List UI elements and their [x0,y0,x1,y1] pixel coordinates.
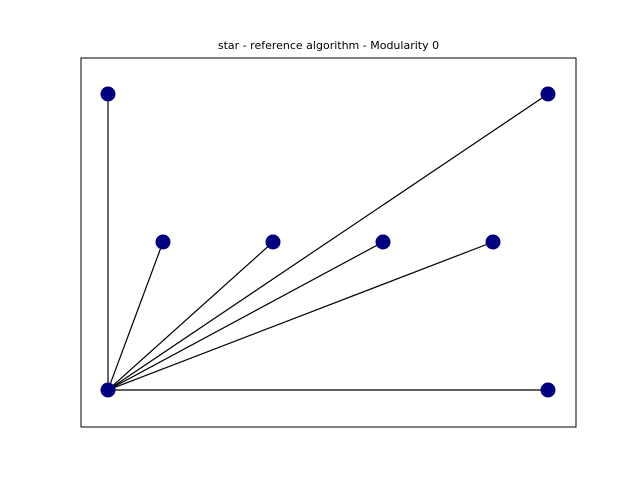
nodes [100,86,556,398]
edge [107,241,384,391]
node [100,382,116,398]
edge [107,241,274,391]
edge [107,241,164,391]
title: star - reference algorithm - Modularity … [218,39,439,52]
frame [80,57,577,428]
node [540,86,556,102]
node [375,234,391,250]
edges [107,93,549,391]
node [485,234,501,250]
edge [107,241,494,391]
edge [107,93,549,391]
node [540,382,556,398]
node [155,234,171,250]
node [265,234,281,250]
node [100,86,116,102]
